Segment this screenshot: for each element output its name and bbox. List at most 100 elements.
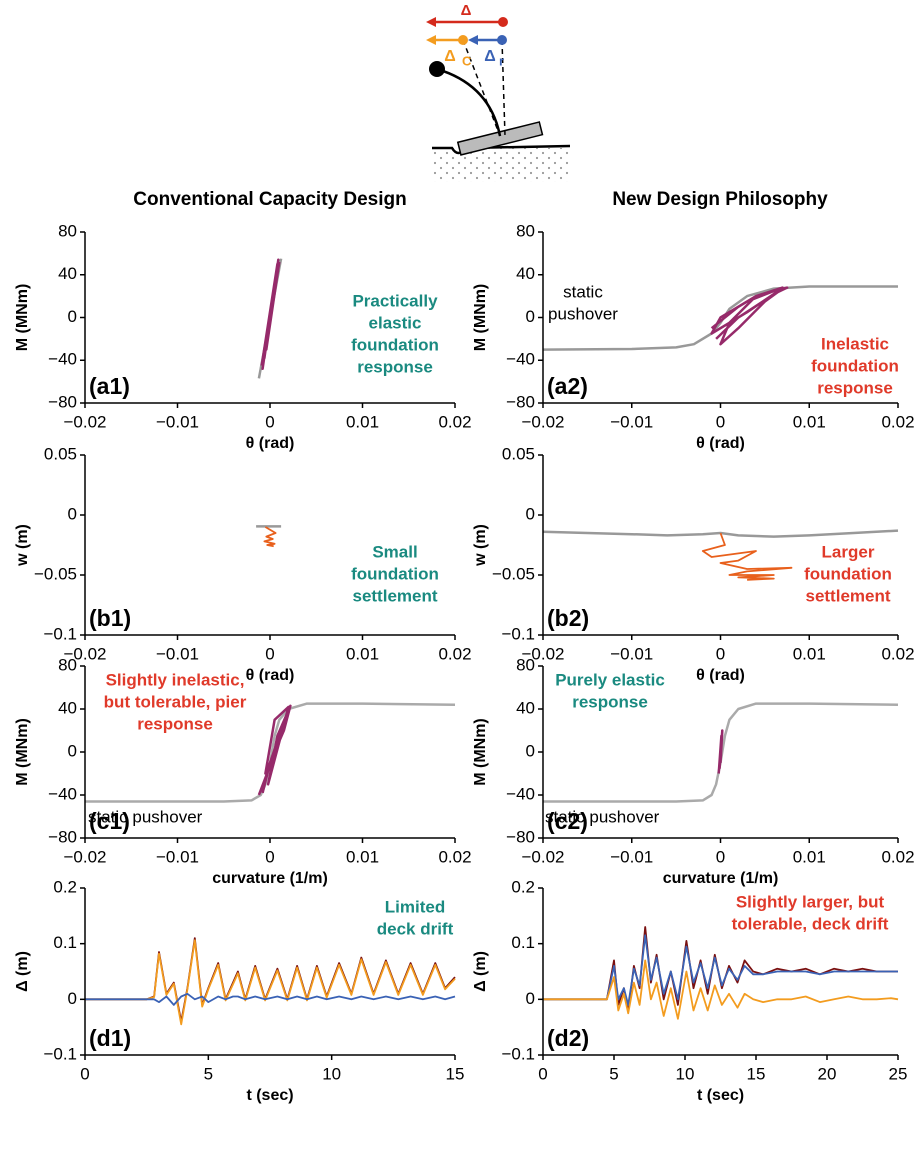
x-tick-label: 0 (265, 847, 274, 866)
y-tick-label: −0.1 (501, 1044, 535, 1063)
y-tick-label: 0 (68, 307, 77, 326)
x-axis-label: θ (rad) (246, 667, 295, 684)
x-tick-label: 0.01 (793, 644, 826, 663)
x-tick-label: 0.02 (881, 847, 914, 866)
arrow-dot (497, 35, 507, 45)
x-tick-label: 0 (265, 412, 274, 431)
arrow-dot (458, 35, 468, 45)
series-line (260, 258, 281, 371)
delta-r-sub: r (499, 53, 504, 68)
x-tick-label: 0.02 (881, 412, 914, 431)
y-axis-label: M (MNm) (472, 284, 489, 352)
soil (432, 148, 570, 182)
annotation: settlement (352, 586, 437, 605)
series-line (717, 729, 724, 774)
y-tick-label: 40 (58, 698, 77, 717)
x-tick-label: 0.01 (346, 644, 379, 663)
panel-label: (b2) (547, 605, 589, 631)
x-tick-label: −0.02 (521, 412, 564, 431)
x-tick-label: 25 (889, 1064, 908, 1083)
y-tick-label: −0.1 (43, 1044, 77, 1063)
y-tick-label: 0 (68, 741, 77, 760)
x-tick-label: 5 (204, 1064, 213, 1083)
x-tick-label: 10 (322, 1064, 341, 1083)
y-tick-label: −0.1 (43, 624, 77, 643)
y-axis-label: M (MNm) (14, 284, 31, 352)
x-tick-label: 0.01 (346, 847, 379, 866)
y-tick-label: −80 (506, 392, 535, 411)
panel-label: (a1) (89, 373, 130, 399)
x-tick-label: −0.02 (521, 847, 564, 866)
annotation: but tolerable, pier (104, 692, 247, 711)
y-tick-label: 40 (516, 264, 535, 283)
y-tick-label: 0 (526, 504, 535, 523)
annotation: settlement (805, 586, 890, 605)
x-tick-label: −0.01 (610, 412, 653, 431)
dashed-line (501, 39, 506, 137)
x-tick-label: −0.01 (156, 412, 199, 431)
x-tick-label: 0.02 (438, 412, 471, 431)
y-tick-label: −0.1 (501, 624, 535, 643)
annotation: static (563, 282, 603, 301)
x-tick-label: 15 (446, 1064, 465, 1083)
dashed-line (462, 39, 501, 137)
column-header: New Design Philosophy (612, 189, 828, 210)
x-tick-label: −0.02 (63, 847, 106, 866)
x-axis-label: θ (rad) (696, 667, 745, 684)
x-tick-label: 10 (676, 1064, 695, 1083)
x-tick-label: −0.02 (521, 644, 564, 663)
panel-label: (d2) (547, 1025, 589, 1051)
x-tick-label: 0 (80, 1064, 89, 1083)
y-axis-label: M (MNm) (14, 718, 31, 786)
y-tick-label: 0.05 (502, 444, 535, 463)
series-line (85, 702, 456, 803)
arrow-head (426, 35, 436, 45)
x-tick-label: 0 (716, 644, 725, 663)
delta-c-sub: C (462, 53, 472, 68)
y-tick-label: −40 (48, 350, 77, 369)
annotation: response (357, 357, 433, 376)
annotation: Small (372, 542, 417, 561)
x-axis-label: curvature (1/m) (663, 870, 779, 887)
y-tick-label: −0.05 (34, 564, 77, 583)
y-axis-label: Δ (m) (472, 951, 489, 992)
x-tick-label: 0.01 (793, 412, 826, 431)
x-axis-label: t (sec) (246, 1087, 293, 1104)
delta-r-label: Δ (484, 48, 496, 65)
y-tick-label: 0 (68, 504, 77, 523)
y-tick-label: −40 (506, 784, 535, 803)
panel-label: (d1) (89, 1025, 131, 1051)
annotation: elastic (369, 313, 422, 332)
delta-label: Δ (461, 2, 472, 19)
series-line (85, 939, 456, 1026)
series-line (85, 937, 456, 1023)
annotation: static pushover (545, 807, 660, 826)
x-tick-label: 0 (716, 847, 725, 866)
x-tick-label: 0 (538, 1064, 547, 1083)
x-tick-label: 15 (747, 1064, 766, 1083)
y-axis-label: Δ (m) (14, 951, 31, 992)
annotation: response (572, 692, 648, 711)
y-tick-label: 0.1 (53, 933, 77, 952)
x-tick-label: 0 (265, 644, 274, 663)
y-tick-label: 80 (516, 221, 535, 240)
y-tick-label: −80 (48, 827, 77, 846)
annotation: Larger (822, 542, 875, 561)
annotation: Practically (352, 291, 438, 310)
y-axis-label: M (MNm) (472, 718, 489, 786)
y-tick-label: −80 (48, 392, 77, 411)
x-axis-label: t (sec) (697, 1087, 744, 1104)
x-tick-label: −0.02 (63, 412, 106, 431)
panel-label: (c2) (547, 808, 588, 834)
panel-label: (a2) (547, 373, 588, 399)
y-tick-label: 0 (526, 741, 535, 760)
delta-c-label: Δ (444, 48, 456, 65)
x-axis-label: curvature (1/m) (212, 870, 328, 887)
annotation: Limited (385, 897, 445, 916)
y-tick-label: −40 (506, 350, 535, 369)
series-line (543, 934, 898, 1006)
annotation: static pushover (88, 807, 203, 826)
panel-label: (c1) (89, 808, 130, 834)
annotation: Purely elastic (555, 670, 665, 689)
